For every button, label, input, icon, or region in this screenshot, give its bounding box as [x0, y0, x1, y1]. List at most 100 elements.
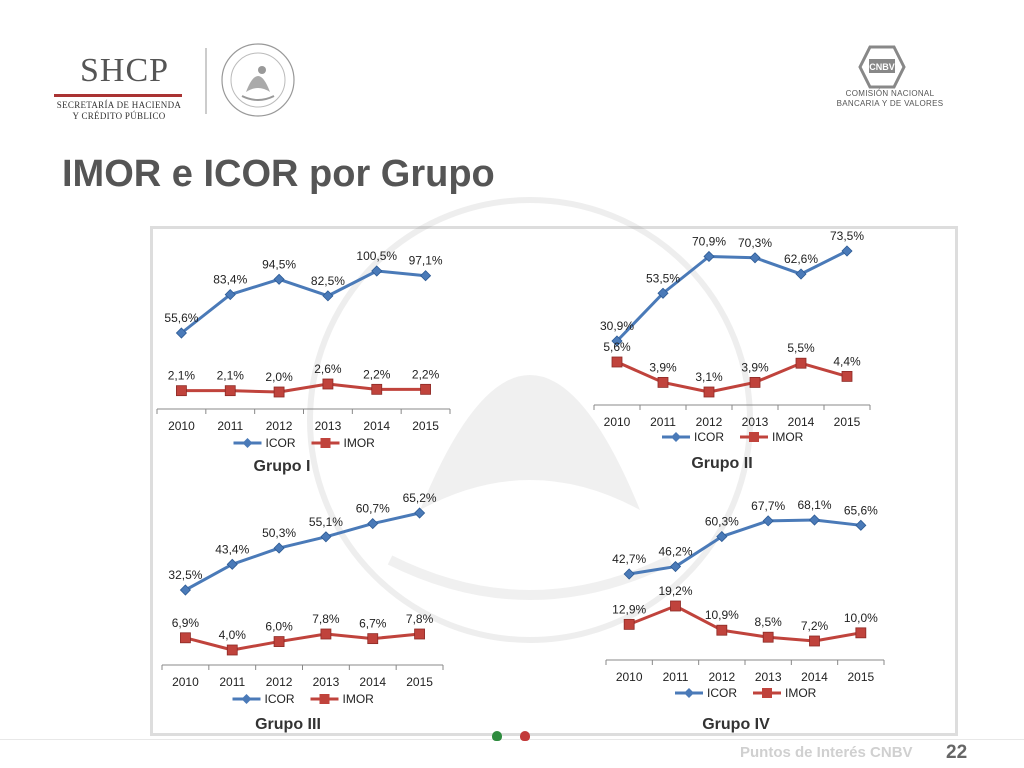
legend-swatch-marker	[320, 438, 331, 448]
icor-point	[841, 245, 853, 257]
icor-point	[762, 515, 774, 527]
icor-data-label: 94,5%	[262, 257, 296, 271]
icor-point	[224, 289, 236, 301]
legend-swatch-marker	[319, 694, 330, 704]
icor-data-label: 30,9%	[600, 319, 634, 333]
imor-data-label: 8,5%	[754, 615, 782, 629]
mexican-seal-icon	[221, 43, 295, 117]
imor-point	[320, 628, 332, 640]
imor-data-label: 2,6%	[314, 362, 342, 376]
icor-data-label: 83,4%	[213, 273, 247, 287]
icor-point	[322, 290, 334, 302]
icor-data-label: 82,5%	[311, 274, 345, 288]
imor-data-label: 10,9%	[705, 608, 739, 622]
charts-panel	[150, 226, 958, 736]
x-tick-label: 2014	[363, 419, 390, 433]
icor-data-label: 42,7%	[612, 552, 646, 566]
x-tick-label: 2011	[217, 419, 243, 433]
x-tick-label: 2013	[313, 675, 340, 689]
footer-rule	[0, 739, 1024, 740]
imor-data-label: 5,5%	[787, 341, 815, 355]
icor-point	[273, 273, 285, 285]
imor-point	[322, 378, 334, 390]
icor-point	[367, 518, 379, 530]
icor-point	[703, 250, 715, 263]
icor-data-label: 60,7%	[356, 502, 390, 516]
imor-data-label: 7,2%	[801, 619, 829, 633]
icor-data-label: 65,2%	[403, 491, 437, 505]
icor-line	[615, 249, 848, 343]
icor-point	[611, 335, 623, 347]
cnbv-logo-line2: BANCARIA Y DE VALORES	[836, 99, 944, 108]
icor-data-label: 70,3%	[738, 236, 772, 250]
imor-data-label: 4,4%	[833, 354, 861, 368]
cnbv-logo: CNBV COMISIÓN NACIONAL BANCARIA Y DE VAL…	[830, 45, 950, 115]
imor-data-label: 6,0%	[265, 620, 293, 634]
shcp-logo-line2: Y CRÉDITO PÚBLICO	[72, 111, 166, 121]
imor-point	[224, 385, 236, 397]
imor-data-label: 6,7%	[359, 617, 387, 631]
legend-label: IMOR	[344, 436, 376, 450]
icor-line	[628, 518, 862, 576]
x-tick-label: 2012	[266, 419, 293, 433]
icor-data-label: 68,1%	[797, 498, 831, 512]
cnbv-logo-line1: COMISIÓN NACIONAL	[845, 89, 935, 98]
x-tick-label: 2011	[219, 675, 245, 689]
imor-point	[809, 635, 820, 647]
x-tick-label: 2010	[168, 419, 195, 433]
legend-swatch-marker	[671, 432, 681, 442]
imor-data-label: 2,1%	[168, 369, 196, 383]
red-drop-icon	[520, 731, 530, 741]
icor-data-label: 65,6%	[844, 503, 878, 517]
x-tick-label: 2013	[315, 419, 342, 433]
icor-data-label: 43,4%	[215, 542, 249, 556]
imor-data-label: 2,1%	[217, 369, 245, 383]
x-tick-label: 2014	[801, 670, 828, 684]
x-tick-label: 2013	[755, 670, 782, 684]
x-tick-label: 2010	[172, 675, 199, 689]
imor-point	[762, 631, 774, 643]
imor-point	[176, 385, 187, 397]
x-tick-label: 2011	[650, 415, 676, 429]
imor-data-label: 4,0%	[219, 628, 247, 642]
legend-label: ICOR	[265, 692, 295, 706]
icor-line	[180, 269, 426, 335]
icor-data-label: 62,6%	[784, 252, 818, 266]
cnbv-logo-text: COMISIÓN NACIONAL BANCARIA Y DE VALORES	[830, 89, 950, 109]
imor-point	[841, 370, 853, 382]
legend-label: IMOR	[772, 430, 804, 444]
x-tick-label: 2013	[742, 415, 769, 429]
imor-data-label: 3,1%	[695, 370, 723, 384]
x-tick-label: 2015	[834, 415, 861, 429]
icor-data-label: 73,5%	[830, 229, 864, 243]
imor-data-label: 12,9%	[612, 602, 646, 616]
icor-point	[749, 252, 761, 264]
imor-point	[420, 383, 431, 395]
icor-point	[855, 519, 867, 531]
icor-data-label: 100,5%	[356, 249, 397, 263]
x-tick-label: 2012	[708, 670, 735, 684]
legend-swatch-marker	[241, 694, 252, 704]
icor-data-label: 70,9%	[692, 234, 726, 248]
icor-point	[320, 531, 332, 543]
imor-data-label: 2,2%	[412, 367, 440, 381]
x-tick-label: 2015	[412, 419, 439, 433]
shcp-logo-rule	[54, 94, 182, 97]
page-number: 22	[946, 742, 968, 763]
icor-point	[179, 584, 191, 596]
legend-label: IMOR	[343, 692, 375, 706]
legend-label: ICOR	[266, 436, 296, 450]
x-tick-label: 2014	[359, 675, 386, 689]
cnbv-logo-abbr: CNBV	[869, 62, 895, 72]
x-tick-label: 2015	[847, 670, 874, 684]
icor-point	[420, 270, 432, 282]
shcp-logo-line1: SECRETARÍA DE HACIENDA	[56, 100, 182, 110]
icor-data-label: 60,3%	[705, 515, 739, 529]
legend-swatch-marker	[762, 688, 772, 698]
chart-title: Grupo II	[691, 455, 752, 472]
legend-label: ICOR	[707, 686, 737, 700]
imor-data-label: 7,8%	[312, 612, 340, 626]
legend-swatch-marker	[749, 432, 759, 442]
chart-title: Grupo IV	[702, 716, 770, 733]
imor-point	[273, 386, 285, 398]
